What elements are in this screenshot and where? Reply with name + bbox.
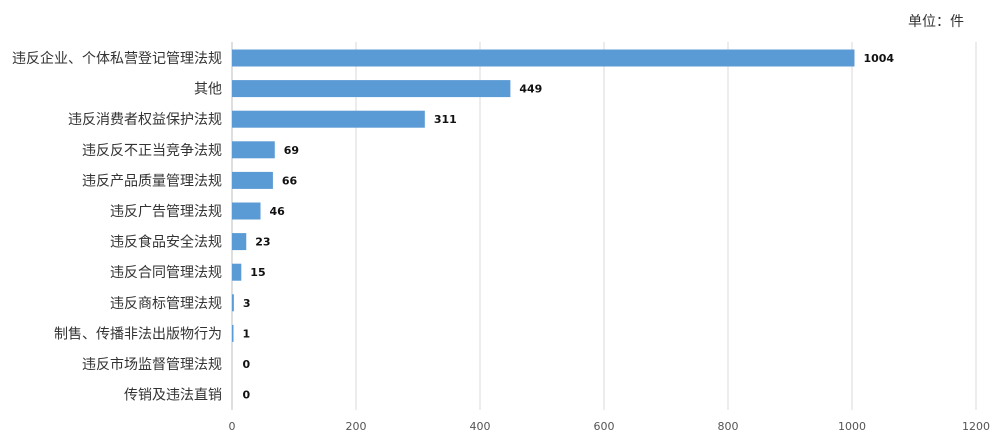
x-tick-label: 0 [229,420,236,433]
data-label: 3 [243,297,251,310]
category-label: 违反产品质量管理法规 [82,173,222,189]
x-tick-label: 600 [594,420,615,433]
category-label: 违反商标管理法规 [110,296,222,312]
bar [232,324,234,342]
category-label: 违反消费者权益保护法规 [68,112,222,128]
x-tick-label: 400 [470,420,491,433]
category-label: 制售、传播非法出版物行为 [54,326,222,342]
data-label: 69 [284,144,299,157]
category-label: 违反食品安全法规 [110,234,222,251]
bar [232,80,511,98]
data-labels: 1004 449 311 69 66 46 23 15 3 1 0 0 [243,52,895,402]
bar [232,233,247,251]
data-label: 23 [255,236,270,249]
category-label: 违反合同管理法规 [110,265,222,281]
bar [232,263,242,281]
category-label: 违反市场监督管理法规 [82,356,222,373]
bar [232,49,855,67]
x-tick-label: 200 [346,420,367,433]
data-label: 449 [519,83,542,96]
category-label: 其他 [194,82,222,98]
data-label: 1004 [863,52,894,65]
data-label: 0 [243,389,251,402]
category-label: 传销及违法直销 [124,387,222,404]
category-label: 违反企业、个体私营登记管理法规 [12,50,222,67]
bar [232,110,425,128]
category-label: 违反反不正当竞争法规 [82,142,222,159]
bar [232,141,275,159]
bar [232,171,273,189]
x-tick-label: 1200 [962,420,990,433]
data-label: 311 [434,113,457,126]
data-label: 15 [250,266,265,279]
x-tick-label: 1000 [838,420,866,433]
grid-lines [231,42,977,410]
category-label: 违反广告管理法规 [110,204,222,220]
x-tick-label: 800 [718,420,739,433]
bar [232,202,261,220]
data-label: 46 [270,205,286,218]
data-label: 1 [243,327,251,340]
data-label: 66 [282,174,298,187]
bar [232,294,234,312]
x-axis-ticks: 0 200 400 600 800 1000 1200 [229,420,991,433]
bars [232,49,855,342]
category-labels: 违反企业、个体私营登记管理法规其他违反消费者权益保护法规违反反不正当竞争法规违反… [12,50,222,404]
data-label: 0 [243,358,251,371]
unit-label: 单位：件 [908,14,964,30]
